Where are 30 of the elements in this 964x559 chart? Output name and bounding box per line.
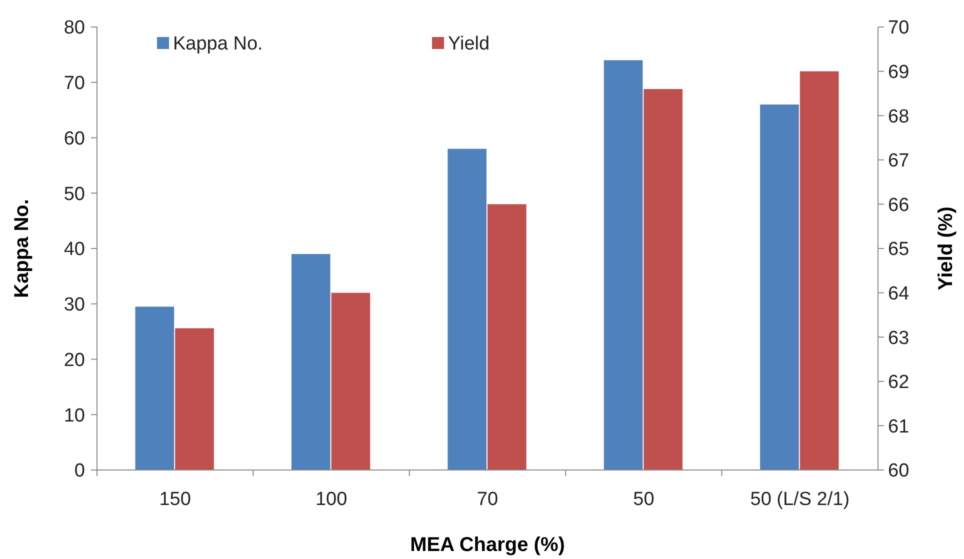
x-tick-label: 70 bbox=[476, 489, 498, 510]
y-axis-title: Kappa No. bbox=[11, 199, 33, 298]
y-tick-label: 20 bbox=[64, 350, 85, 371]
y-tick-label: 40 bbox=[64, 239, 85, 260]
y2-tick-label: 61 bbox=[888, 416, 910, 438]
y-tick-label: 0 bbox=[74, 460, 85, 482]
y2-tick-label: 67 bbox=[888, 150, 910, 172]
y2-tick-label: 65 bbox=[888, 239, 910, 260]
x-tick-label: 100 bbox=[315, 489, 348, 510]
legend-label: Yield bbox=[448, 34, 490, 55]
y2-tick-label: 62 bbox=[888, 372, 910, 394]
y2-tick-label: 60 bbox=[888, 460, 910, 482]
y-tick-label: 60 bbox=[64, 128, 85, 150]
y2-tick-label: 68 bbox=[888, 106, 910, 128]
legend-label: Kappa No. bbox=[173, 34, 263, 55]
x-axis-title: MEA Charge (%) bbox=[410, 534, 565, 556]
y-tick-label: 30 bbox=[64, 294, 85, 316]
y2-tick-label: 63 bbox=[888, 328, 910, 349]
y-tick-label: 10 bbox=[64, 405, 85, 426]
y2-tick-label: 64 bbox=[888, 283, 910, 304]
x-tick-label: 50 bbox=[633, 489, 654, 510]
y-tick-label: 70 bbox=[64, 73, 85, 94]
y-tick-label: 50 bbox=[64, 184, 85, 205]
y2-axis-title: Yield (%) bbox=[935, 206, 957, 290]
x-tick-label: 50 (L/S 2/1) bbox=[750, 489, 850, 510]
x-tick-label: 150 bbox=[159, 489, 191, 510]
y2-tick-label: 69 bbox=[888, 62, 910, 83]
y2-tick-label: 66 bbox=[888, 194, 910, 216]
y-tick-label: 80 bbox=[64, 18, 85, 39]
y2-tick-label: 70 bbox=[888, 18, 910, 39]
